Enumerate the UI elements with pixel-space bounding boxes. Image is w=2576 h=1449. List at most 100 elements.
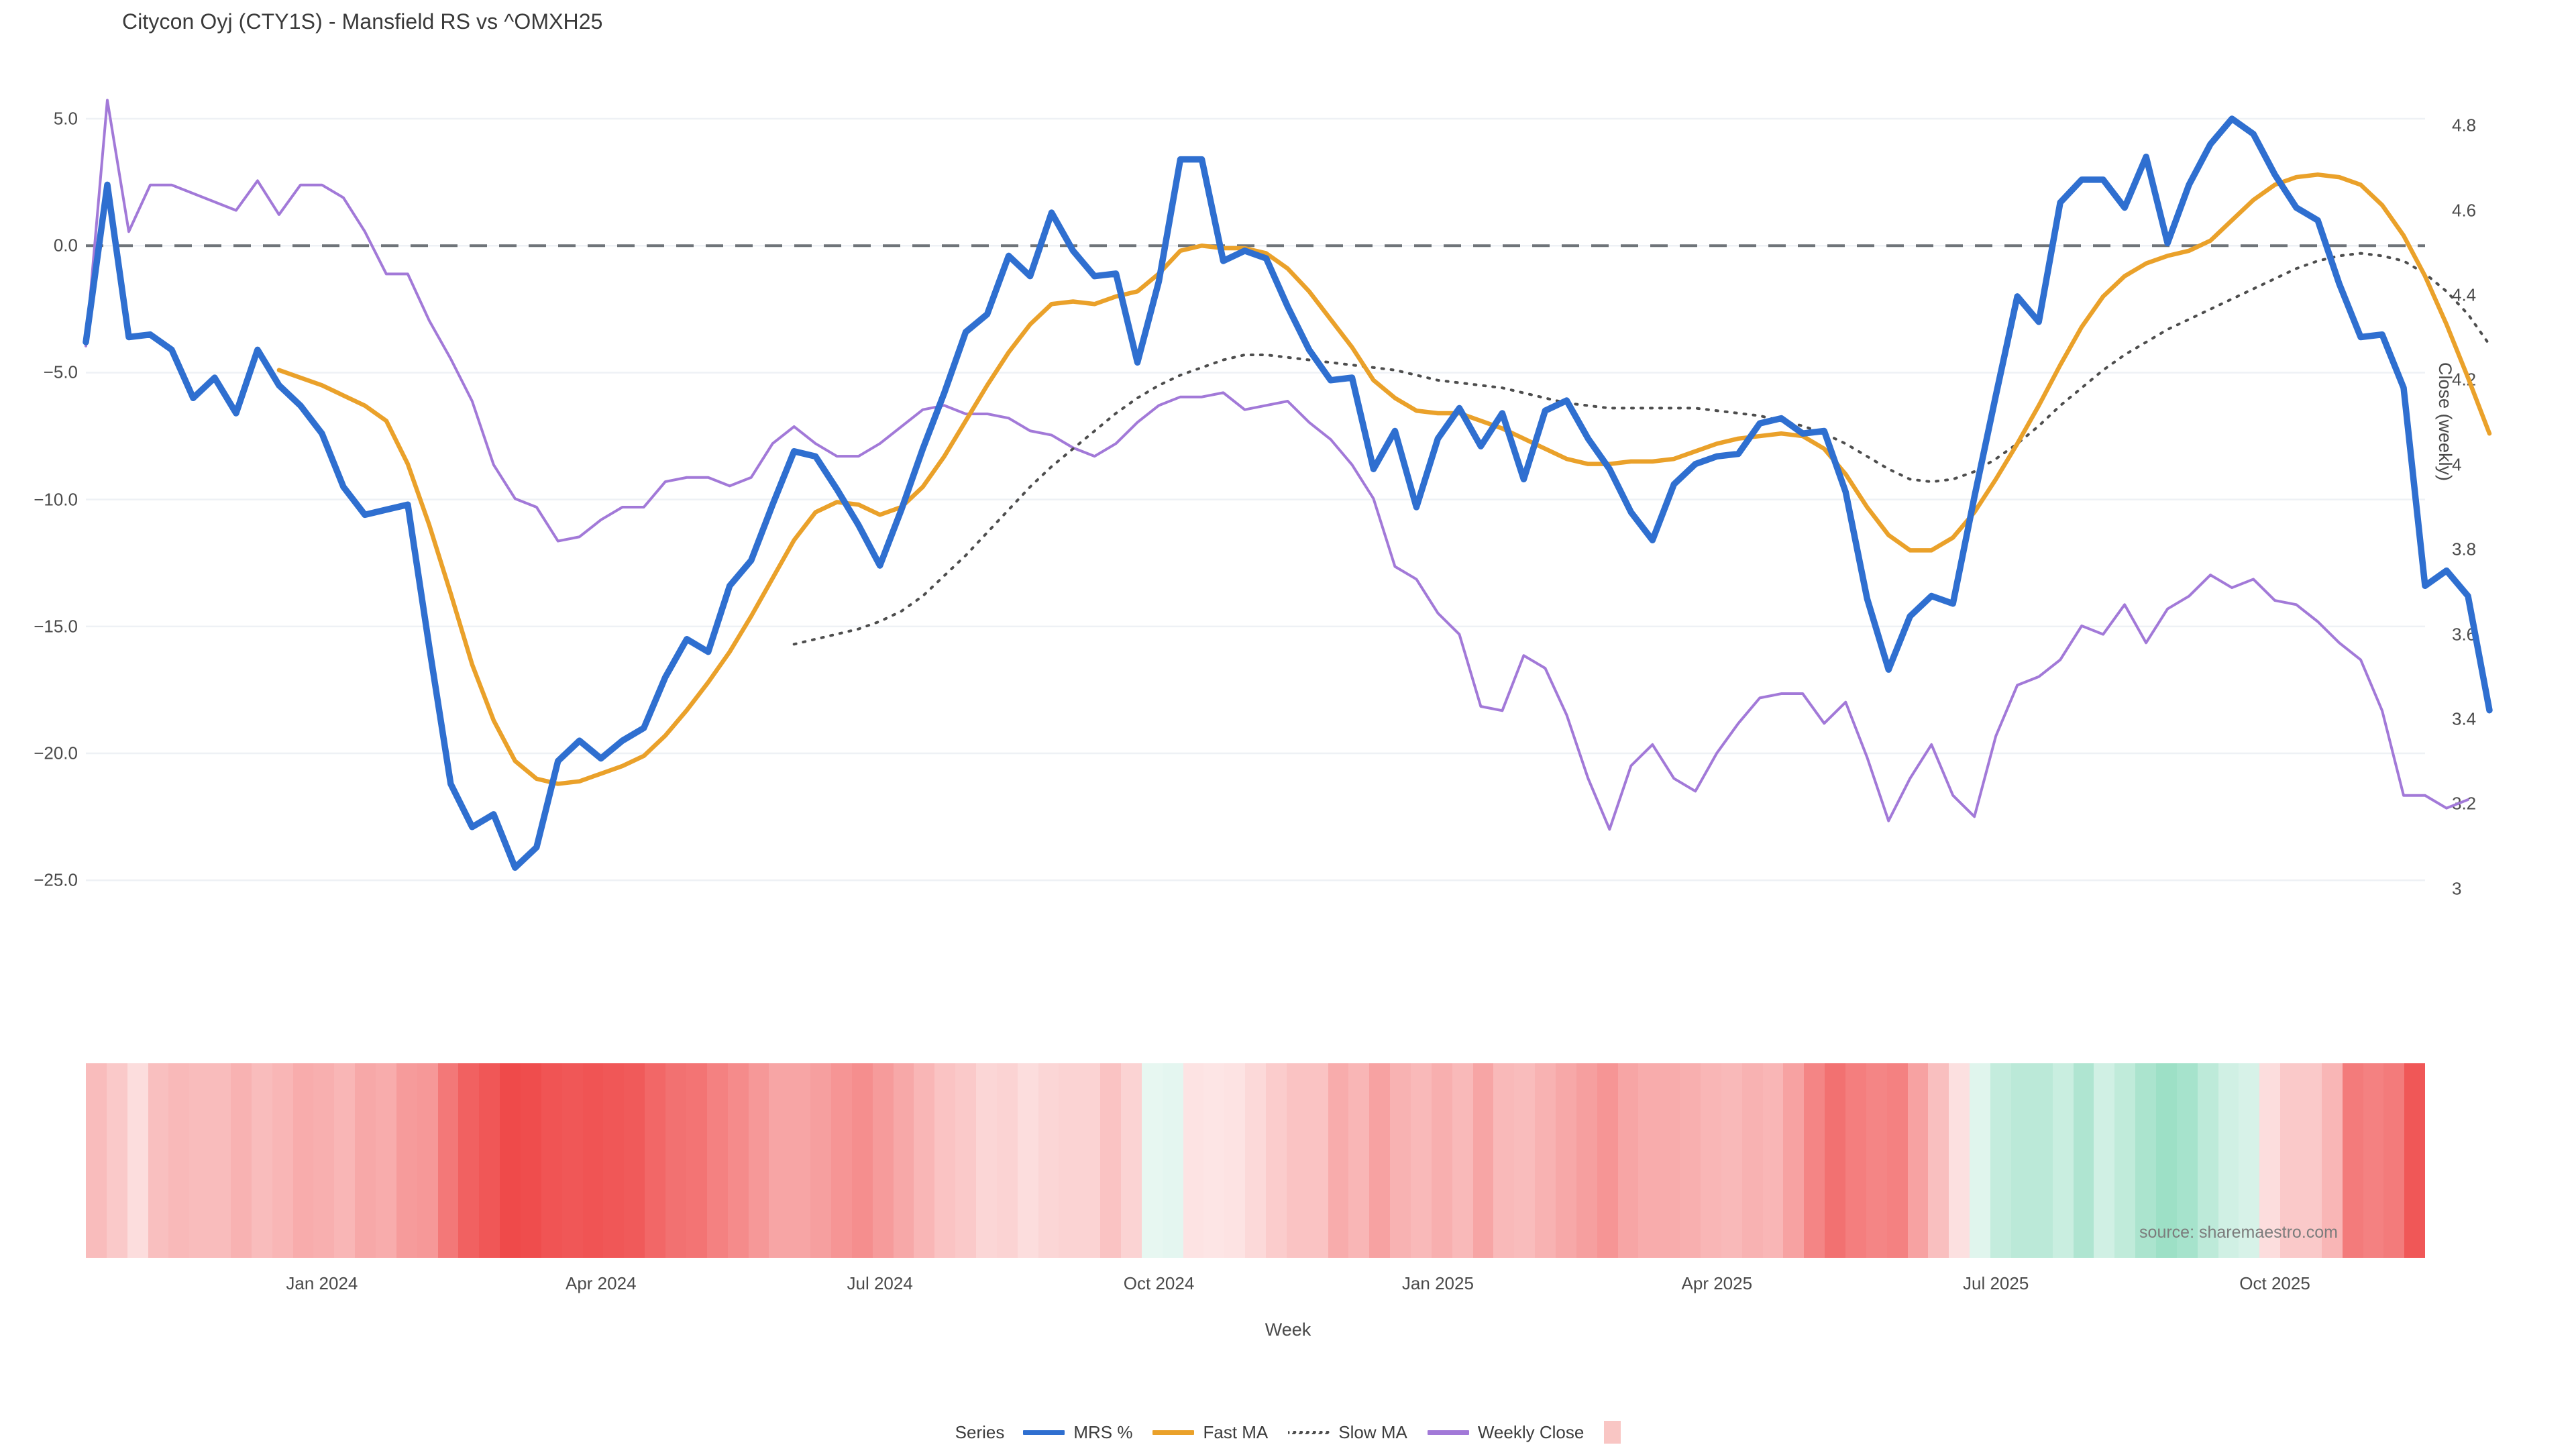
legend-swatch-line xyxy=(1152,1430,1195,1435)
heatmap-cell xyxy=(790,1063,811,1258)
x-axis-tick-label: Apr 2024 xyxy=(566,1273,637,1293)
x-axis-title: Week xyxy=(1265,1320,1311,1340)
heatmap-cell xyxy=(2321,1063,2343,1258)
y-axis-left-tick-label: −25.0 xyxy=(34,869,78,890)
heatmap-cell xyxy=(1638,1063,1660,1258)
heatmap-cell xyxy=(2342,1063,2363,1258)
x-axis-tick-label: Jul 2024 xyxy=(847,1273,913,1293)
heatmap-cell xyxy=(769,1063,790,1258)
heatmap-cell xyxy=(1825,1063,1846,1258)
legend-heatmap-swatch xyxy=(1604,1421,1621,1444)
heatmap-cell xyxy=(2135,1063,2156,1258)
heatmap-cell xyxy=(934,1063,956,1258)
y-axis-right-tick-label: 3.8 xyxy=(2452,539,2477,559)
heatmap-cell xyxy=(1265,1063,1287,1258)
legend-title: Series xyxy=(955,1421,1005,1442)
heatmap-cell xyxy=(2176,1063,2198,1258)
legend-item[interactable]: Slow MA xyxy=(1288,1422,1407,1443)
heatmap-cell xyxy=(1307,1063,1328,1258)
series-line-weekly-close xyxy=(85,99,2469,831)
heatmap-cell xyxy=(1721,1063,1742,1258)
heatmap-cell xyxy=(2031,1063,2053,1258)
heatmap-cell xyxy=(2259,1063,2281,1258)
heatmap-cell xyxy=(148,1063,169,1258)
heatmap-cell xyxy=(2383,1063,2405,1258)
heatmap-cell xyxy=(1701,1063,1721,1258)
heatmap-cell xyxy=(748,1063,769,1258)
plot-area xyxy=(83,96,2493,918)
heatmap-cell xyxy=(2300,1063,2322,1258)
legend-swatch-line xyxy=(1427,1430,1469,1435)
mrs-heatmap-strip xyxy=(86,1063,2425,1258)
heatmap-cell xyxy=(2114,1063,2136,1258)
legend-item[interactable]: MRS % xyxy=(1023,1422,1132,1443)
heatmap-cell xyxy=(603,1063,625,1258)
heatmap-cell xyxy=(1762,1063,1784,1258)
heatmap-cell xyxy=(2073,1063,2094,1258)
heatmap-cell xyxy=(1866,1063,1887,1258)
heatmap-cell xyxy=(830,1063,852,1258)
heatmap-cell xyxy=(1059,1063,1080,1258)
heatmap-cell xyxy=(1079,1063,1101,1258)
y-axis-right-tick-label: 3 xyxy=(2452,878,2462,899)
heatmap-cell xyxy=(1886,1063,1908,1258)
page-title: Citycon Oyj (CTY1S) - Mansfield RS vs ^O… xyxy=(122,9,603,34)
heatmap-cell xyxy=(893,1063,914,1258)
heatmap-cell xyxy=(1120,1063,1142,1258)
heatmap-cell xyxy=(396,1063,417,1258)
legend-item-label: MRS % xyxy=(1073,1421,1133,1442)
heatmap-cell xyxy=(313,1063,335,1258)
heatmap-cell xyxy=(1804,1063,1825,1258)
heatmap-cell xyxy=(996,1063,1018,1258)
series-line-fast-ma xyxy=(276,172,2492,786)
heatmap-cell xyxy=(851,1063,873,1258)
series-line-slow-ma xyxy=(792,252,2491,646)
heatmap-cell xyxy=(665,1063,686,1258)
heatmap-cell xyxy=(1970,1063,1991,1258)
heatmap-cell xyxy=(500,1063,521,1258)
heatmap-cell xyxy=(1038,1063,1059,1258)
heatmap-cell xyxy=(168,1063,190,1258)
heatmap-cell xyxy=(1286,1063,1307,1258)
heatmap-cell xyxy=(955,1063,976,1258)
heatmap-cell xyxy=(1203,1063,1225,1258)
legend-item[interactable]: Weekly Close xyxy=(1427,1421,1585,1443)
heatmap-cell xyxy=(2094,1063,2115,1258)
heatmap-cell xyxy=(1162,1063,1183,1258)
heatmap-cell xyxy=(1369,1063,1391,1258)
y-axis-left-tick-label: −20.0 xyxy=(34,743,78,763)
heatmap-cell xyxy=(231,1063,252,1258)
heatmap-cell xyxy=(1245,1063,1266,1258)
y-axis-left-tick-label: −5.0 xyxy=(43,362,78,382)
heatmap-cell xyxy=(1017,1063,1038,1258)
legend-item[interactable]: Fast MA xyxy=(1152,1422,1268,1443)
heatmap-cell xyxy=(1576,1063,1597,1258)
heatmap-cell xyxy=(376,1063,396,1258)
heatmap-cell xyxy=(210,1063,231,1258)
legend-item-label: Weekly Close xyxy=(1477,1421,1585,1442)
x-axis-tick-label: Jan 2024 xyxy=(286,1273,358,1293)
heatmap-cell xyxy=(1224,1063,1246,1258)
heatmap-cell xyxy=(872,1063,894,1258)
heatmap-cell xyxy=(334,1063,356,1258)
heatmap-cell xyxy=(355,1063,376,1258)
plot-svg xyxy=(83,99,2493,881)
heatmap-cell xyxy=(2218,1063,2239,1258)
x-axis-tick-label: Apr 2025 xyxy=(1681,1273,1753,1293)
heatmap-cell xyxy=(2404,1063,2425,1258)
heatmap-cell xyxy=(1183,1063,1204,1258)
heatmap-cell xyxy=(1348,1063,1370,1258)
heatmap-cell xyxy=(975,1063,997,1258)
heatmap-cell xyxy=(272,1063,293,1258)
legend-swatch-line xyxy=(1288,1430,1330,1434)
legend-item-label: Slow MA xyxy=(1338,1421,1407,1442)
heatmap-cell xyxy=(1741,1063,1763,1258)
heatmap-cell xyxy=(458,1063,480,1258)
y-axis-right-tick-label: 4.8 xyxy=(2452,115,2477,136)
x-axis-tick-label: Oct 2025 xyxy=(2239,1273,2310,1293)
heatmap-cell xyxy=(1659,1063,1680,1258)
heatmap-cell xyxy=(645,1063,666,1258)
heatmap-cell xyxy=(914,1063,935,1258)
heatmap-cell xyxy=(521,1063,541,1258)
heatmap-cell xyxy=(2155,1063,2177,1258)
